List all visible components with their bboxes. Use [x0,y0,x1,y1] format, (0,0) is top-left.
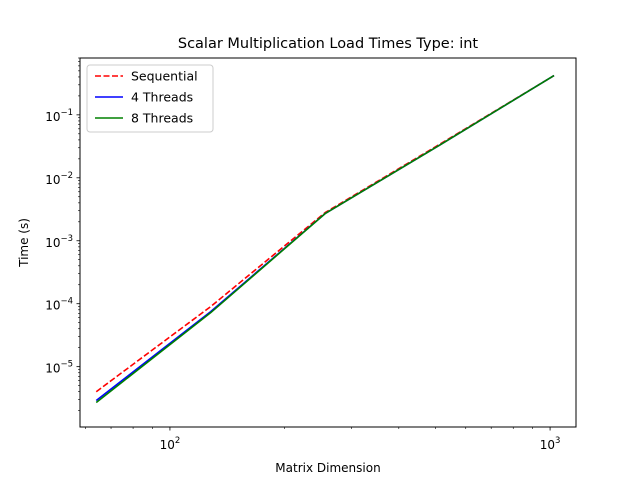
plot-area-frame [79,57,577,428]
legend-label: 4 Threads [131,90,193,105]
y-tick-label: 10−4 [45,297,73,313]
series-line-8-threads [95,74,555,404]
chart-title: Scalar Multiplication Load Times Type: i… [178,36,479,52]
y-tick-label: 10−2 [45,171,73,187]
x-tick-label: 102 [160,436,181,452]
legend: Sequential 4 Threads 8 Threads [86,64,214,133]
y-tick-label: 10−5 [45,360,73,376]
legend-label: 8 Threads [131,111,193,126]
x-axis-ticks: 102 103 [85,427,561,452]
y-tick-label: 10−3 [45,234,73,250]
y-tick-label: 10−1 [45,108,73,124]
x-tick-label: 103 [540,436,561,452]
legend-label: Sequential [131,69,198,84]
y-axis-title: Time (s) [17,218,31,268]
series-layer [95,74,555,404]
y-axis-ticks: 10−5 10−4 10−3 10−2 10−1 [45,57,80,411]
x-axis-title: Matrix Dimension [275,461,380,475]
legend-box [86,64,214,133]
